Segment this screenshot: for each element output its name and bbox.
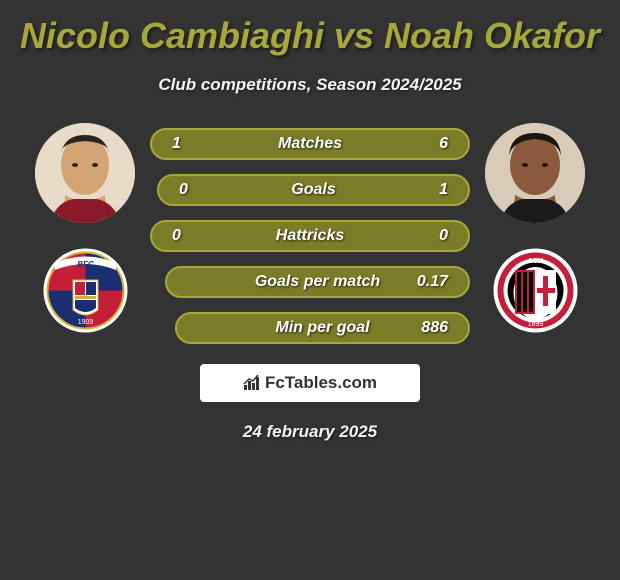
stat-right-value: 1 <box>439 181 448 199</box>
branding-box: FcTables.com <box>200 364 420 402</box>
stat-bar: Min per goal 886 <box>175 312 470 344</box>
club-right-badge-svg: ACM 1899 <box>493 248 578 333</box>
page-title: Nicolo Cambiaghi vs Noah Okafor <box>20 15 600 57</box>
stat-bar: Goals per match 0.17 <box>165 266 470 298</box>
chart-icon <box>243 374 261 392</box>
stat-right-value: 6 <box>439 135 448 153</box>
svg-text:BFC: BFC <box>77 260 94 269</box>
player-left-avatar <box>35 123 135 223</box>
stat-left-value: 1 <box>172 135 181 153</box>
svg-text:1909: 1909 <box>77 319 93 326</box>
stat-bar: 0 Hattricks 0 <box>150 220 470 252</box>
branding-text: FcTables.com <box>265 373 377 393</box>
club-right-badge: ACM 1899 <box>493 248 578 333</box>
stat-label: Hattricks <box>276 227 344 245</box>
svg-text:1899: 1899 <box>527 321 543 328</box>
stat-label: Min per goal <box>275 319 369 337</box>
stat-label: Goals per match <box>255 273 380 291</box>
stat-right-value: 0.17 <box>417 273 448 291</box>
comparison-container: Nicolo Cambiaghi vs Noah Okafor Club com… <box>0 0 620 452</box>
stat-right-value: 0 <box>439 227 448 245</box>
right-column: ACM 1899 <box>480 123 590 333</box>
stat-left-value: 0 <box>172 227 181 245</box>
page-subtitle: Club competitions, Season 2024/2025 <box>158 75 461 95</box>
svg-text:ACM: ACM <box>527 258 543 265</box>
stat-right-value: 886 <box>421 319 448 337</box>
left-column: BFC 1909 <box>30 123 140 333</box>
date-text: 24 february 2025 <box>243 422 377 442</box>
stat-label: Matches <box>278 135 342 153</box>
stat-left-value: 0 <box>179 181 188 199</box>
club-left-badge-svg: BFC 1909 <box>43 248 128 333</box>
player-left-avatar-svg <box>35 123 135 223</box>
stat-label: Goals <box>291 181 335 199</box>
player-right-avatar-svg <box>485 123 585 223</box>
club-left-badge: BFC 1909 <box>43 248 128 333</box>
player-right-avatar <box>485 123 585 223</box>
stats-column: 1 Matches 6 0 Goals 1 0 Hattricks 0 Goals per mat… <box>140 128 480 344</box>
main-area: BFC 1909 1 Matches 6 0 Goals 1 0 Hattricks 0 Goal… <box>0 123 620 344</box>
stat-bar: 0 Goals 1 <box>157 174 470 206</box>
stat-bar: 1 Matches 6 <box>150 128 470 160</box>
